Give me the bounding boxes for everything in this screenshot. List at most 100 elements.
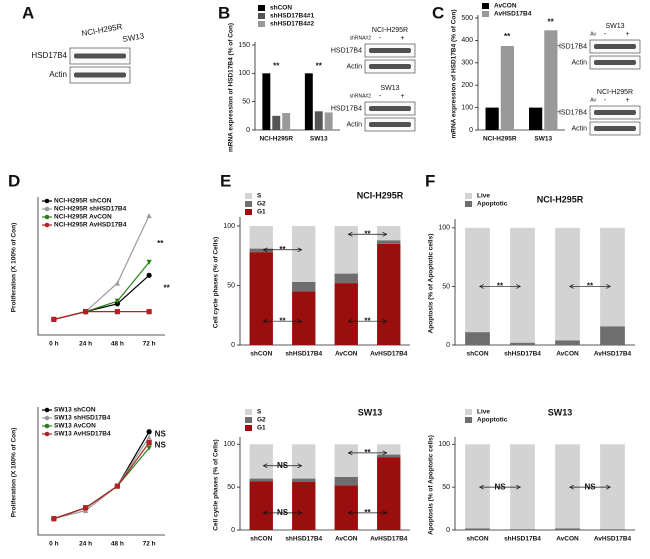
panel-letter: D — [8, 171, 20, 190]
y-tick-label: 150 — [238, 42, 250, 49]
bar-segment — [555, 227, 580, 341]
y-tick-label: 0 — [446, 342, 450, 349]
x-tick-label: shCON — [250, 536, 272, 543]
legend-label: SW13 shCON — [54, 407, 96, 414]
blot-row: Actin — [346, 63, 362, 70]
annotation: ** — [157, 239, 164, 248]
legend-label: shHSD17B4#2 — [270, 21, 314, 28]
chart-title: NCI-H295R — [357, 190, 404, 200]
x-tick-label: AvHSD17B4 — [594, 536, 632, 543]
arrow-head — [347, 231, 388, 237]
annotation: ** — [497, 282, 504, 291]
legend-swatch — [465, 193, 472, 199]
y-tick-label: 100 — [438, 225, 450, 232]
blot-header: shRNA#2 — [350, 93, 372, 99]
marker — [83, 507, 89, 514]
bar-segment — [510, 342, 535, 345]
x-tick-label: shCON — [466, 351, 488, 358]
legend-swatch — [245, 209, 252, 215]
legend-marker — [44, 214, 50, 220]
y-tick-label: 200 — [461, 82, 473, 89]
y-tick-label: 400 — [461, 37, 473, 44]
line — [53, 436, 150, 520]
marker — [51, 316, 57, 323]
bar-segment — [600, 529, 625, 530]
axis — [37, 407, 165, 536]
arrow-head — [568, 284, 612, 289]
x-tick-label: NCI-H295R — [483, 136, 517, 143]
chart-title: SW13 — [358, 407, 383, 417]
bar-segment — [249, 248, 273, 253]
annotation: ** — [364, 229, 371, 238]
y-tick-label: 50 — [227, 282, 235, 289]
annotation: NS — [584, 482, 596, 491]
panel-letter: B — [218, 3, 230, 22]
line — [53, 311, 150, 321]
legend-label: Apoptotic — [477, 417, 508, 424]
legend-label: shHSD17B4#1 — [270, 13, 314, 20]
annotation: NS — [277, 508, 289, 517]
legend-swatch — [482, 11, 489, 17]
blot-lane: + — [400, 93, 404, 100]
bar-segment — [292, 225, 316, 282]
legend-marker — [44, 198, 50, 204]
bar-segment — [510, 227, 535, 343]
bar-segment — [465, 227, 490, 333]
blot-row: Actin — [571, 59, 587, 66]
y-tick-label: 100 — [238, 70, 250, 77]
arrow-head — [478, 284, 522, 289]
legend-label: Apoptotic — [477, 201, 508, 208]
bar-segment — [292, 281, 316, 292]
annotation: ** — [364, 508, 371, 517]
bar-segment — [555, 528, 580, 530]
y-axis-label: mRNA expression of HSD17B4 (% of Con) — [451, 9, 458, 138]
bar-segment — [334, 225, 358, 274]
marker — [146, 429, 152, 435]
x-tick-label: 72 h — [143, 341, 156, 348]
marker — [51, 516, 57, 522]
x-tick-label: AvCON — [556, 536, 579, 543]
y-tick-label: 500 — [461, 15, 473, 22]
bar-segment — [334, 476, 358, 486]
bar — [282, 113, 291, 130]
legend-swatch — [482, 3, 489, 9]
bar-segment — [465, 444, 490, 529]
blot-band — [369, 106, 411, 111]
legend-label: shCON — [270, 5, 292, 12]
annotation: NS — [277, 461, 289, 470]
annotation: NS — [155, 430, 167, 439]
blot-header: shRNA#2 — [350, 35, 372, 41]
annotation: ** — [279, 316, 286, 325]
x-tick-label: 72 h — [143, 541, 156, 548]
annotation: ** — [548, 18, 555, 27]
legend-label: G1 — [257, 425, 266, 432]
bar-segment — [334, 283, 358, 345]
arrow-head — [568, 484, 612, 490]
annotation: ** — [279, 245, 286, 254]
x-tick-label: shHSD17B4 — [285, 536, 322, 543]
legend-label: NCI-H295R shHSD17B4 — [54, 206, 127, 213]
blot-lane: + — [625, 97, 629, 104]
arrow-head — [347, 318, 388, 324]
y-tick-label: 100 — [223, 441, 235, 448]
blot-band — [594, 44, 636, 49]
blot-header: Av — [590, 97, 596, 103]
bar-segment — [292, 444, 316, 479]
legend-swatch — [245, 201, 252, 207]
bar — [314, 111, 323, 130]
x-tick-label: 48 h — [111, 341, 124, 348]
annotation: ** — [163, 283, 170, 292]
bar — [485, 107, 499, 130]
legend-marker — [44, 407, 50, 413]
legend-swatch — [465, 417, 472, 423]
legend-swatch — [258, 13, 265, 19]
y-tick-label: 0 — [231, 527, 235, 534]
y-axis-label: Proliferation (X 100% of Con) — [11, 428, 18, 518]
blot-row: HSD17B4 — [556, 109, 587, 116]
legend-label: G2 — [257, 201, 266, 208]
blot-lane: NCI-H295R — [81, 22, 123, 38]
annotation: NS — [155, 440, 167, 449]
y-tick-label: 300 — [461, 60, 473, 67]
annotation: ** — [316, 62, 323, 71]
legend-label: SW13 shHSD17B4 — [54, 415, 111, 422]
